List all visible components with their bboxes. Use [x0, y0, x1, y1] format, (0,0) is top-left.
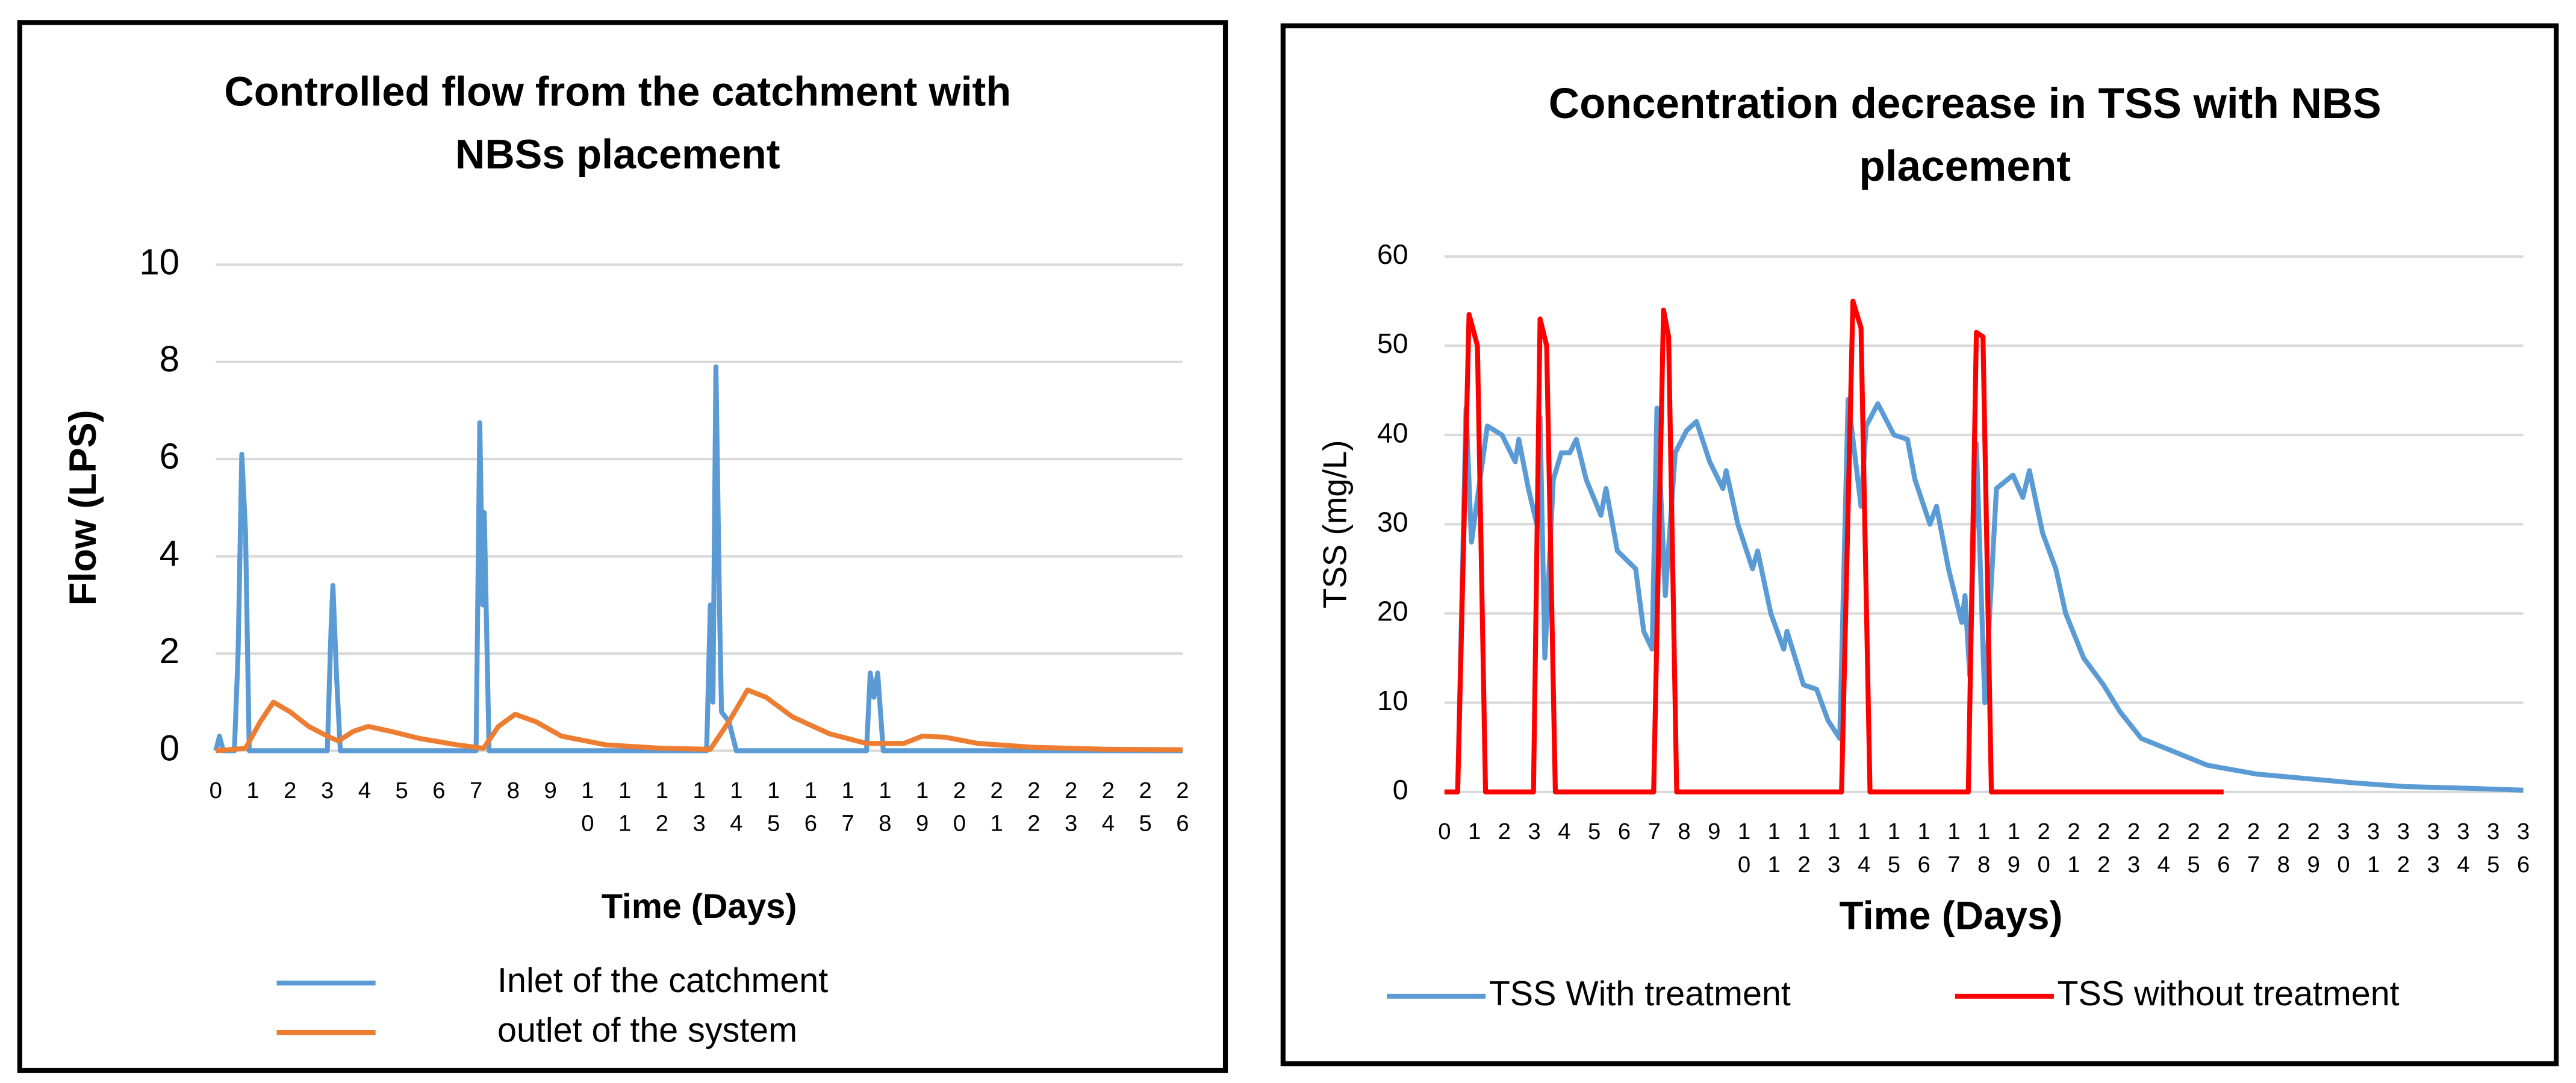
series-line	[215, 687, 1183, 754]
x-tick-label: 5	[1588, 819, 1601, 844]
x-tick-label: 3	[1528, 819, 1541, 844]
chart-title: Concentration decrease in TSS with NBS pl…	[1549, 80, 2382, 190]
x-tick-label: 8	[1678, 819, 1690, 844]
x-tick-label: 7	[1648, 819, 1661, 844]
y-tick-label: 6	[160, 436, 179, 476]
y-tick-label: 60	[1377, 239, 1408, 270]
x-tick-label: 3	[321, 778, 334, 804]
y-tick-label: 4	[160, 534, 179, 574]
y-tick-label: 40	[1377, 417, 1408, 448]
y-tick-label: 10	[139, 242, 179, 282]
legend-label: Inlet of the catchment	[497, 961, 828, 1000]
x-tick-label: 2	[284, 778, 296, 804]
y-tick-label: 20	[1377, 596, 1408, 627]
chart-title: Controlled flow from the catchment with N…	[224, 69, 1011, 178]
y-tick-label: 0	[1393, 774, 1408, 805]
x-tick-label: 6	[1618, 819, 1631, 844]
x-tick-label: 0	[210, 778, 222, 804]
series-line	[1455, 396, 2524, 793]
y-tick-label: 10	[1377, 685, 1408, 716]
y-tick-label: 8	[160, 339, 179, 379]
x-axis-label: Time (Days)	[602, 887, 797, 926]
legend-label: TSS without treatment	[2057, 975, 2399, 1013]
x-tick-label: 8	[507, 778, 520, 804]
y-tick-label: 2	[160, 631, 179, 671]
x-tick-label: 4	[358, 778, 371, 804]
x-tick-label: 9	[1708, 819, 1720, 844]
x-tick-label: 1	[1468, 819, 1481, 844]
series-line	[213, 364, 1183, 754]
y-axis-label: Flow (LPS)	[62, 410, 104, 605]
legend-label: outlet of the system	[497, 1011, 797, 1049]
y-axis-label: TSS (mg/L)	[1316, 440, 1354, 608]
legend-label: TSS With treatment	[1489, 975, 1791, 1013]
y-tick-label: 30	[1377, 507, 1408, 538]
x-tick-label: 6	[432, 778, 445, 804]
x-axis-label: Time (Days)	[1840, 894, 2063, 938]
x-tick-label: 1	[246, 778, 259, 804]
panel-border	[17, 20, 1228, 1073]
y-tick-label: 50	[1377, 328, 1408, 359]
x-tick-label: 5	[395, 778, 408, 804]
x-tick-label: 0	[1438, 819, 1451, 844]
x-tick-label: 7	[470, 778, 482, 804]
y-tick-label: 0	[160, 728, 179, 768]
x-tick-label: 2	[1498, 819, 1511, 844]
series-line	[1444, 298, 2224, 794]
x-tick-label: 9	[544, 778, 556, 804]
panel-border	[1280, 23, 2559, 1067]
x-tick-label: 4	[1558, 819, 1570, 844]
